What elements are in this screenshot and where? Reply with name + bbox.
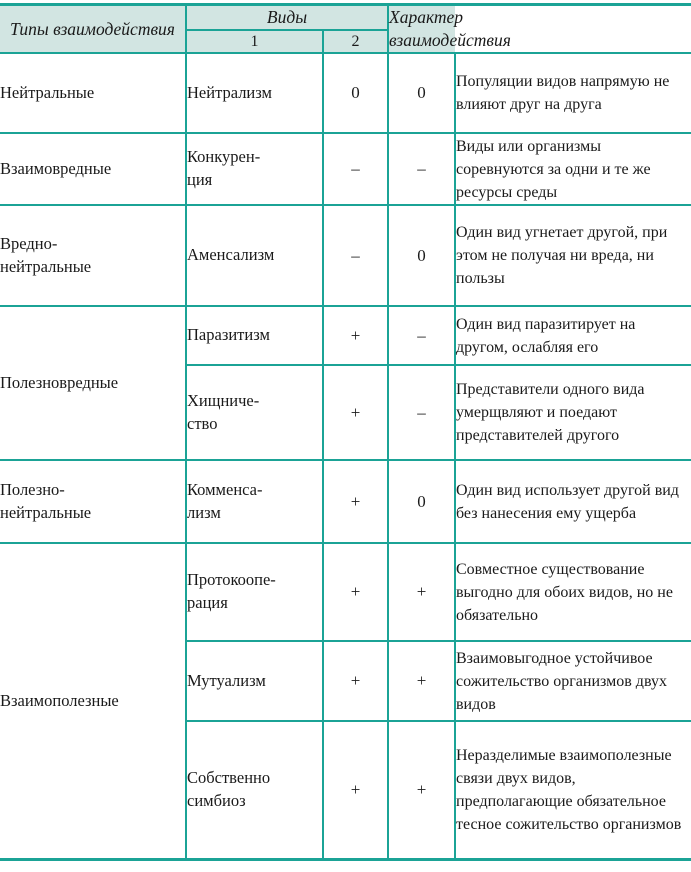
header-species-2: 2 <box>322 29 388 55</box>
species-interaction-table: Типы взаимодействия Виды Характер взаимо… <box>0 3 691 861</box>
cell-interaction-name: Комменса-лизм <box>185 459 324 545</box>
cell-species-2-effect: – <box>387 132 456 207</box>
cell-interaction-name: Паразитизм <box>185 305 324 367</box>
cell-species-2-effect: + <box>387 720 456 861</box>
cell-species-1-effect: + <box>322 305 389 367</box>
cell-species-1-effect: + <box>322 542 389 643</box>
cell-interaction-type: Взаимовредные <box>0 132 187 207</box>
table-body: Нейтральные Нейтрализм 0 0 Популяции видов н… <box>0 52 691 861</box>
cell-species-1-effect: + <box>322 459 389 545</box>
cell-interaction-description: Один вид использует другой вид без нанес… <box>454 459 691 545</box>
cell-species-2-effect: + <box>387 640 456 723</box>
header-row-top: Типы взаимодействия Виды Характер взаимо… <box>0 3 691 55</box>
cell-interaction-type: Взаимополезные <box>0 542 187 861</box>
cell-species-2-effect: 0 <box>387 52 456 135</box>
cell-interaction-name: Мутуализм <box>186 640 324 723</box>
cell-interaction-name: Конкурен-ция <box>185 132 324 207</box>
cell-interaction-description: Совместное существование выгодно для обо… <box>454 542 691 643</box>
header-types-of-interaction: Типы взаимодействия <box>0 3 187 55</box>
cell-interaction-type: Вредно-нейтральные <box>0 204 187 308</box>
cell-species-2-effect: + <box>387 542 456 643</box>
cell-species-1-effect: – <box>322 204 389 308</box>
table-row: Собственно симбиоз + + Неразделимые взаимоп… <box>0 720 691 861</box>
table-row: Нейтральные Нейтрализм 0 0 Популяции видов н… <box>0 52 691 135</box>
table-row: Мутуализм + + Взаимовыгодное устойчивое сож… <box>0 640 691 723</box>
header-character-of-interaction: Характер взаимодействия <box>387 3 511 55</box>
cell-interaction-name: Нейтрализм <box>185 52 324 135</box>
cell-interaction-description: Виды или организмы соревнуются за одни и… <box>454 132 691 207</box>
table-row: Полезновредные Паразитизм + – Один вид параз… <box>0 305 691 462</box>
table-row: Полезно-нейтральные Комменса-лизм +0 Один в… <box>0 459 691 545</box>
cell-species-2-effect: – <box>387 305 456 367</box>
cell-species-2-effect: – <box>387 364 456 462</box>
cell-interaction-name: Собственно симбиоз <box>186 720 324 861</box>
cell-interaction-type: Нейтральные <box>0 52 187 135</box>
cell-species-1-effect: + <box>322 364 389 462</box>
table-row: Взаимополезные Протокоопе-рация + + Совместн… <box>0 542 691 861</box>
table-header: Типы взаимодействия Виды Характер взаимо… <box>0 3 691 55</box>
header-species-1: 1 <box>186 29 324 55</box>
cell-interaction-description: Один вид паразитирует на другом, ослабля… <box>454 305 691 367</box>
header-species: Виды <box>185 3 389 32</box>
cell-species-1-effect: + <box>322 640 389 723</box>
cell-interaction-name: Аменсализм <box>185 204 324 308</box>
cell-species-1-effect: + <box>322 720 389 861</box>
cell-interaction-description: Представители одного вида умерщвляют и п… <box>454 364 691 462</box>
cell-interaction-description: Взаимовыгодное устойчивое сожительство о… <box>454 640 691 723</box>
cell-interaction-type: Полезно-нейтральные <box>0 459 187 545</box>
header-row-bottom: 1 2 <box>0 29 691 55</box>
cell-interaction-type: Полезновредные <box>0 305 187 462</box>
cell-interaction-description: Популяции видов напрямую не влияют друг … <box>454 52 691 135</box>
cell-species-2-effect: 0 <box>387 204 456 308</box>
cell-interaction-name: Протокоопе-рация <box>185 542 324 643</box>
table-row: Взаимовредные Конкурен-ция – – Виды или орга… <box>0 132 691 207</box>
cell-species-2-effect: 0 <box>387 459 456 545</box>
table-row: Вредно-нейтральные Аменсализм –0 Один вид у… <box>0 204 691 308</box>
cell-species-1-effect: – <box>322 132 389 207</box>
table-row: Хищниче-ство + – Представители одного вида … <box>0 364 691 462</box>
cell-interaction-description: Один вид угнетает другой, при этом не по… <box>454 204 691 308</box>
cell-interaction-description: Неразделимые взаимополезные связи двух в… <box>454 720 691 861</box>
cell-species-1-effect: 0 <box>322 52 389 135</box>
cell-interaction-name: Хищниче-ство <box>186 364 324 462</box>
